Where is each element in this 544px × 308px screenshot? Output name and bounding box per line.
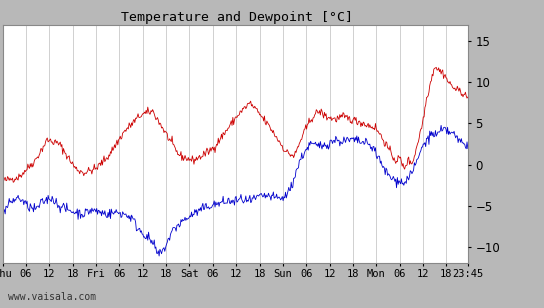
Text: Temperature and Dewpoint [°C]: Temperature and Dewpoint [°C] [121,11,353,24]
Text: www.vaisala.com: www.vaisala.com [8,292,96,302]
